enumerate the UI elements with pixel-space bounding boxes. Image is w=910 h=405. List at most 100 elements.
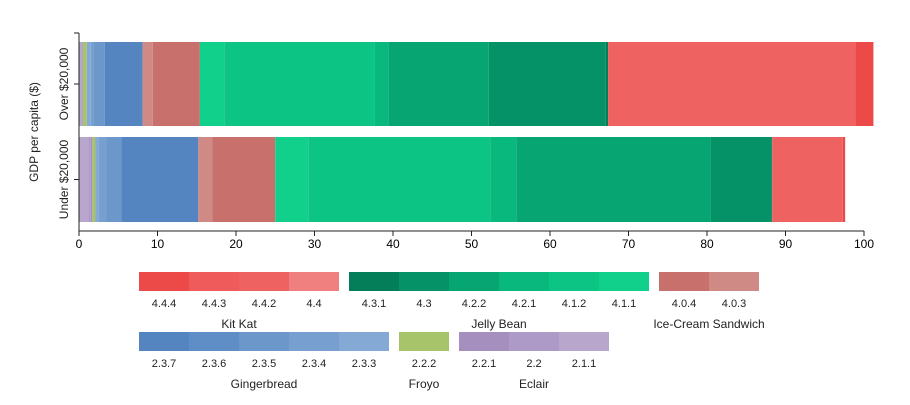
legend-item-label: 4.1.2: [562, 298, 586, 310]
legend-swatch: [339, 332, 389, 351]
legend-group: 4.3.1 4.3 4.2.2 4.2.1 4.1.2 4.1.1 Jelly Bean: [349, 272, 649, 331]
legend-swatch: [399, 332, 449, 351]
bar-segment: [152, 42, 200, 126]
bar-segment: [104, 42, 143, 126]
legend-item-label: 4.4.3: [202, 298, 226, 310]
x-tick-label: 50: [465, 237, 479, 251]
legend-swatch: [349, 272, 399, 291]
legend-swatch: [459, 332, 509, 351]
bar-segment: [516, 137, 711, 222]
bar-segment: [198, 137, 213, 222]
bar-segment: [79, 137, 89, 222]
bar-segment: [90, 42, 94, 126]
legend-item-label: 2.1.1: [572, 358, 596, 370]
bar-segment: [855, 42, 874, 126]
legend-item-label: 4.2.1: [512, 298, 536, 310]
legend-group-label: Froyo: [409, 377, 440, 391]
bar-segment: [90, 137, 93, 222]
bar-segment: [82, 42, 87, 126]
legend-item-label: 2.3.4: [302, 358, 326, 370]
legend-group-label: Jelly Bean: [471, 317, 526, 331]
axes: Over $20,000 Under $20,000 0 10 20 30 40 50 60 7…: [27, 32, 874, 251]
legend-item-label: 4.4: [306, 298, 321, 310]
legend-swatch: [239, 332, 289, 351]
legend-item-label: 4.2.2: [462, 298, 486, 310]
x-tick-label: 0: [76, 237, 83, 251]
legend-group: 4.0.4 4.0.3 Ice-Cream Sandwich: [653, 272, 765, 331]
bar-segment: [608, 42, 856, 126]
bar-segment: [88, 137, 91, 222]
legend-group: 4.4.4 4.4.3 4.4.2 4.4 Kit Kat: [139, 272, 339, 331]
y-tick-label: Over $20,000: [57, 47, 71, 120]
legend-swatch: [139, 272, 189, 291]
legend-swatch: [709, 272, 759, 291]
legend-item-label: 2.2: [526, 358, 541, 370]
legend-swatch: [509, 332, 559, 351]
bar-segment: [93, 42, 105, 126]
legend-item-label: 4.4.2: [252, 298, 276, 310]
legend-swatch: [289, 272, 339, 291]
y-tick-label: Under $20,000: [57, 139, 71, 219]
bar-segment: [98, 137, 107, 222]
x-ticks: 0 10 20 30 40 50 60 70 80 90 100: [76, 231, 874, 251]
bar-segment: [772, 137, 843, 222]
bar-segment: [121, 137, 199, 222]
x-tick-label: 70: [622, 237, 636, 251]
bar-segment: [388, 42, 489, 126]
legend-item-label: 2.2.2: [412, 358, 436, 370]
bar-segment: [224, 42, 375, 126]
x-tick-label: 30: [308, 237, 322, 251]
bar-segment: [275, 137, 309, 222]
legend-item-label: 4.3.1: [362, 298, 386, 310]
y-axis-title: GDP per capita ($): [27, 82, 41, 182]
bar-segment: [605, 42, 609, 126]
legend-item-label: 2.3.3: [352, 358, 376, 370]
bar-segment: [842, 137, 846, 222]
bar-segment: [490, 137, 517, 222]
bar-segment: [142, 42, 153, 126]
bars: [79, 42, 874, 222]
legend-group-label: Eclair: [519, 377, 549, 391]
y-ticks: Over $20,000 Under $20,000: [57, 32, 79, 219]
bar-segment: [95, 137, 99, 222]
legend-swatch: [399, 272, 449, 291]
bar-segment: [374, 42, 389, 126]
legend-item-label: 2.3.7: [152, 358, 176, 370]
legend-item-label: 4.3: [416, 298, 431, 310]
legend-swatch: [599, 272, 649, 291]
legend-swatch: [239, 272, 289, 291]
legend-group-label: Gingerbread: [231, 377, 298, 391]
bar-segment: [199, 42, 225, 126]
bar-segment: [79, 42, 82, 126]
legend-item-label: 4.0.3: [722, 298, 746, 310]
x-tick-label: 80: [700, 237, 714, 251]
bar-segment: [308, 137, 491, 222]
legend-item-label: 2.3.6: [202, 358, 226, 370]
legend-item-label: 2.2.1: [472, 358, 496, 370]
legend-swatch: [559, 332, 609, 351]
bar-segment: [81, 42, 83, 126]
x-tick-label: 60: [543, 237, 557, 251]
legend-group-label: Ice-Cream Sandwich: [653, 317, 764, 331]
legend-swatch: [549, 272, 599, 291]
x-tick-label: 40: [386, 237, 400, 251]
legend-swatch: [139, 332, 189, 351]
legend-group: 2.2.1 2.2 2.1.1 Eclair: [459, 332, 609, 391]
legend-swatch: [659, 272, 709, 291]
legend-group: 2.3.7 2.3.6 2.3.5 2.3.4 2.3.3 Gingerbread: [139, 332, 389, 391]
x-tick-label: 90: [779, 237, 793, 251]
bar-segment: [212, 137, 276, 222]
legend-item-label: 4.4.4: [152, 298, 176, 310]
bar-segment: [106, 137, 122, 222]
legend-group-label: Kit Kat: [221, 317, 257, 331]
legend-item-label: 4.0.4: [672, 298, 696, 310]
x-tick-label: 20: [229, 237, 243, 251]
legend-swatch: [189, 332, 239, 351]
bar-segment: [710, 137, 772, 222]
bar-segment: [86, 42, 91, 126]
legend-swatch: [499, 272, 549, 291]
legend-group: 2.2.2 Froyo: [399, 332, 449, 391]
bar-segment: [92, 137, 96, 222]
legend-item-label: 4.1.1: [612, 298, 636, 310]
